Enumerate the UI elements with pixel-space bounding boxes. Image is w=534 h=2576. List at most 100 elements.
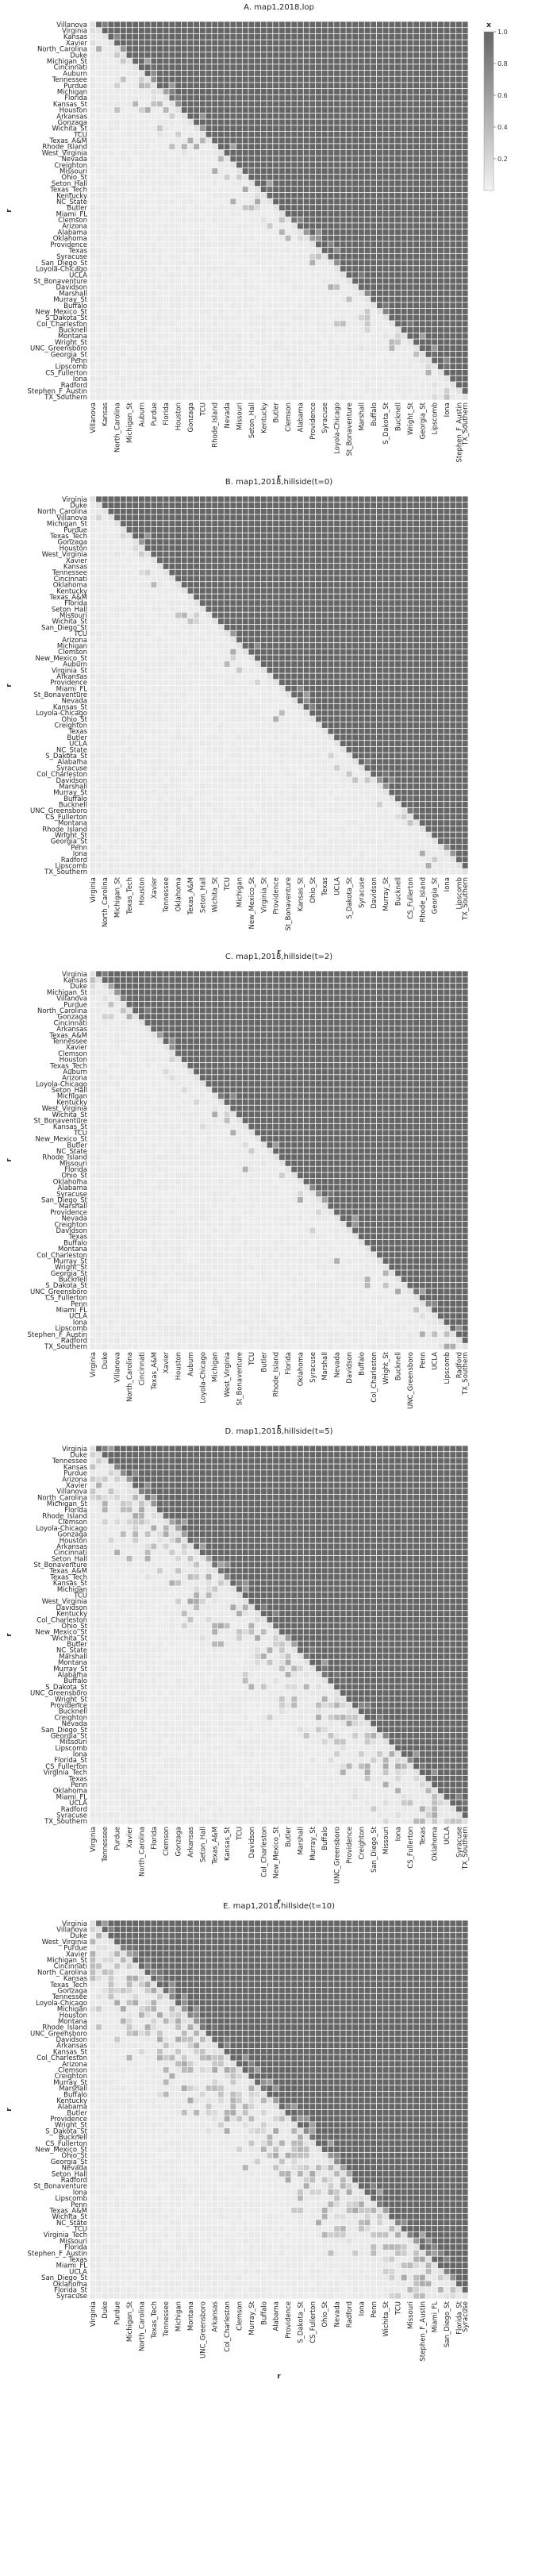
heatmap-cell: [279, 180, 285, 187]
heatmap-cell: [157, 339, 163, 345]
heatmap-cell: [175, 21, 181, 28]
heatmap-cell: [316, 205, 321, 211]
heatmap-cell: [138, 333, 144, 339]
heatmap-cell: [279, 149, 285, 156]
heatmap-cell: [444, 302, 450, 309]
heatmap-cell: [309, 369, 316, 375]
heatmap-cell: [450, 382, 456, 388]
heatmap-cell: [120, 76, 126, 83]
heatmap-cell: [413, 210, 420, 217]
heatmap-cell: [382, 241, 389, 248]
heatmap-cell: [181, 521, 187, 527]
heatmap-cell: [437, 229, 444, 235]
heatmap-cell: [377, 144, 382, 150]
heatmap-cell: [108, 582, 114, 587]
heatmap-cell: [120, 89, 126, 94]
heatmap-cell: [401, 107, 407, 113]
heatmap-cell: [358, 502, 364, 508]
heatmap-cell: [138, 576, 144, 582]
heatmap-cell: [108, 101, 114, 107]
heatmap-cell: [224, 382, 230, 388]
heatmap-cell: [389, 241, 395, 248]
heatmap-cell: [371, 21, 377, 28]
heatmap-cell: [285, 260, 291, 266]
heatmap-cell: [217, 502, 224, 508]
heatmap-cell: [273, 564, 279, 569]
heatmap-cell: [309, 174, 316, 180]
heatmap-cell: [377, 302, 382, 309]
heatmap-cell: [437, 101, 444, 107]
y-tick-label: Davidson: [56, 284, 87, 292]
heatmap-cell: [419, 162, 425, 168]
heatmap-cell: [126, 137, 133, 144]
heatmap-cell: [273, 52, 279, 58]
heatmap-cell: [462, 28, 468, 33]
heatmap-cell: [285, 587, 291, 594]
heatmap-cell: [138, 545, 144, 551]
heatmap-cell: [212, 533, 218, 539]
heatmap-cell: [444, 217, 450, 223]
heatmap-cell: [328, 64, 334, 71]
heatmap-cell: [371, 394, 377, 400]
heatmap-cell: [230, 137, 236, 144]
heatmap-cell: [230, 260, 236, 266]
y-tick-label: TX_Southern: [44, 394, 87, 402]
heatmap-cell: [316, 217, 321, 223]
heatmap-cell: [309, 40, 316, 46]
heatmap-cell: [279, 502, 285, 508]
heatmap-cell: [212, 296, 218, 302]
heatmap-cell: [217, 168, 224, 174]
heatmap-cell: [371, 46, 377, 52]
heatmap-cell: [297, 564, 303, 569]
heatmap-cell: [285, 333, 291, 339]
heatmap-cell: [224, 271, 230, 278]
heatmap-cell: [96, 187, 102, 193]
heatmap-cell: [236, 564, 242, 569]
heatmap-cell: [334, 223, 340, 229]
heatmap-cell: [181, 539, 187, 545]
heatmap-cell: [96, 21, 102, 28]
heatmap-cell: [144, 375, 151, 382]
heatmap-cell: [395, 253, 401, 260]
heatmap-cell: [432, 382, 438, 388]
heatmap-cell: [236, 241, 242, 248]
heatmap-cell: [206, 174, 212, 180]
heatmap-cell: [108, 284, 114, 291]
heatmap-cell: [401, 357, 407, 364]
heatmap-cell: [151, 168, 157, 174]
heatmap-cell: [401, 217, 407, 223]
heatmap-cell: [175, 284, 181, 291]
heatmap-cell: [377, 40, 382, 46]
heatmap-cell: [273, 168, 279, 174]
heatmap-cell: [102, 217, 108, 223]
heatmap-cell: [371, 162, 377, 168]
heatmap-cell: [126, 327, 133, 333]
heatmap-cell: [260, 284, 267, 291]
heatmap-cell: [236, 278, 242, 284]
heatmap-cell: [255, 539, 261, 545]
heatmap-cell: [334, 539, 340, 545]
heatmap-cell: [425, 514, 432, 521]
heatmap-cell: [133, 388, 139, 394]
heatmap-cell: [187, 369, 194, 375]
heatmap-cell: [126, 382, 133, 388]
heatmap-cell: [163, 168, 169, 174]
heatmap-cell: [133, 557, 139, 564]
heatmap-cell: [242, 551, 248, 557]
heatmap-cell: [138, 217, 144, 223]
heatmap-cell: [187, 119, 194, 125]
heatmap-cell: [395, 70, 401, 76]
heatmap-cell: [273, 508, 279, 514]
heatmap-cell: [291, 119, 298, 125]
heatmap-cell: [255, 533, 261, 539]
heatmap-cell: [120, 302, 126, 309]
heatmap-cell: [432, 101, 438, 107]
heatmap-cell: [419, 533, 425, 539]
heatmap-cell: [444, 101, 450, 107]
heatmap-cell: [346, 248, 352, 253]
heatmap-cell: [273, 156, 279, 162]
y-tick-label: St_Bonaventure: [33, 278, 87, 286]
heatmap-cell: [114, 46, 121, 52]
heatmap-cell: [407, 594, 413, 600]
heatmap-cell: [267, 52, 273, 58]
